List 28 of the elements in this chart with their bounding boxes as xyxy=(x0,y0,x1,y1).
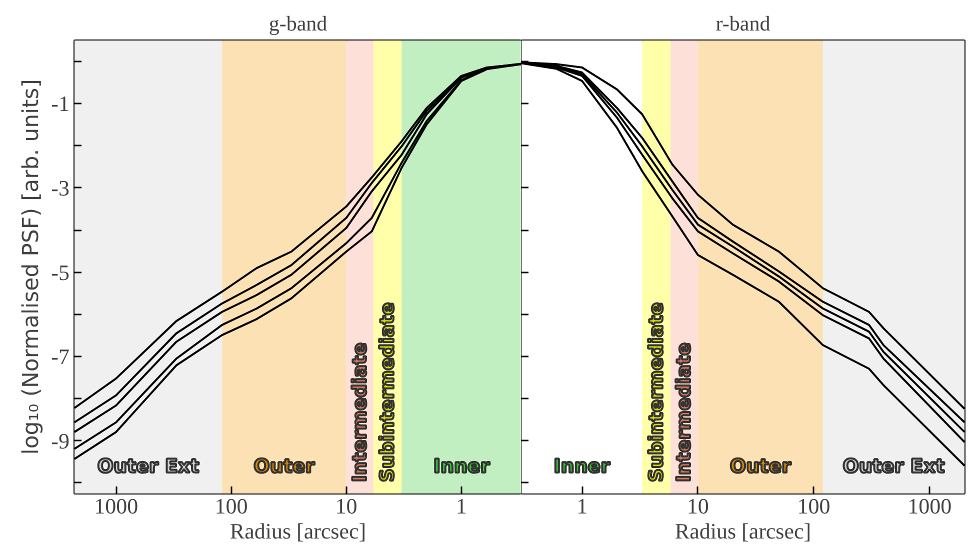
x-axis-title: Radius [arcsec] xyxy=(230,518,366,544)
x-tick-label: 10 xyxy=(686,494,709,518)
chart-title: g-band xyxy=(268,12,328,36)
y-axis-title: log₁₀ (Normalised PSF) [arb. units] xyxy=(19,79,44,455)
band-label: Inner xyxy=(554,455,611,478)
band-label: Outer xyxy=(730,455,792,478)
x-tick-label: 1000 xyxy=(94,494,138,518)
chart-title: r-band xyxy=(716,12,771,36)
band-label: Outer Ext xyxy=(842,455,945,478)
y-tick-label: -5 xyxy=(51,260,70,285)
band-label: Subintermediate xyxy=(376,302,399,482)
x-axis-title: Radius [arcsec] xyxy=(674,518,812,544)
y-tick-label: -3 xyxy=(51,175,70,200)
x-tick-label: 100 xyxy=(797,494,830,518)
x-tick-label: 100 xyxy=(214,494,248,518)
band-label: Inner xyxy=(433,455,490,478)
x-tick-label: 1 xyxy=(456,494,467,518)
x-tick-label: 1 xyxy=(576,494,588,518)
x-tick-label: 1000 xyxy=(908,494,952,518)
band-label: Intermediate xyxy=(348,342,371,482)
y-tick-label: -1 xyxy=(51,91,70,116)
band-label: Subintermediate xyxy=(645,302,668,482)
band-label: Intermediate xyxy=(673,342,696,482)
band-label: Outer xyxy=(254,455,316,478)
x-tick-label: 10 xyxy=(335,494,358,518)
band-label: Outer Ext xyxy=(97,455,200,478)
y-tick-label: -7 xyxy=(51,344,70,370)
y-tick-label: -9 xyxy=(51,428,70,454)
